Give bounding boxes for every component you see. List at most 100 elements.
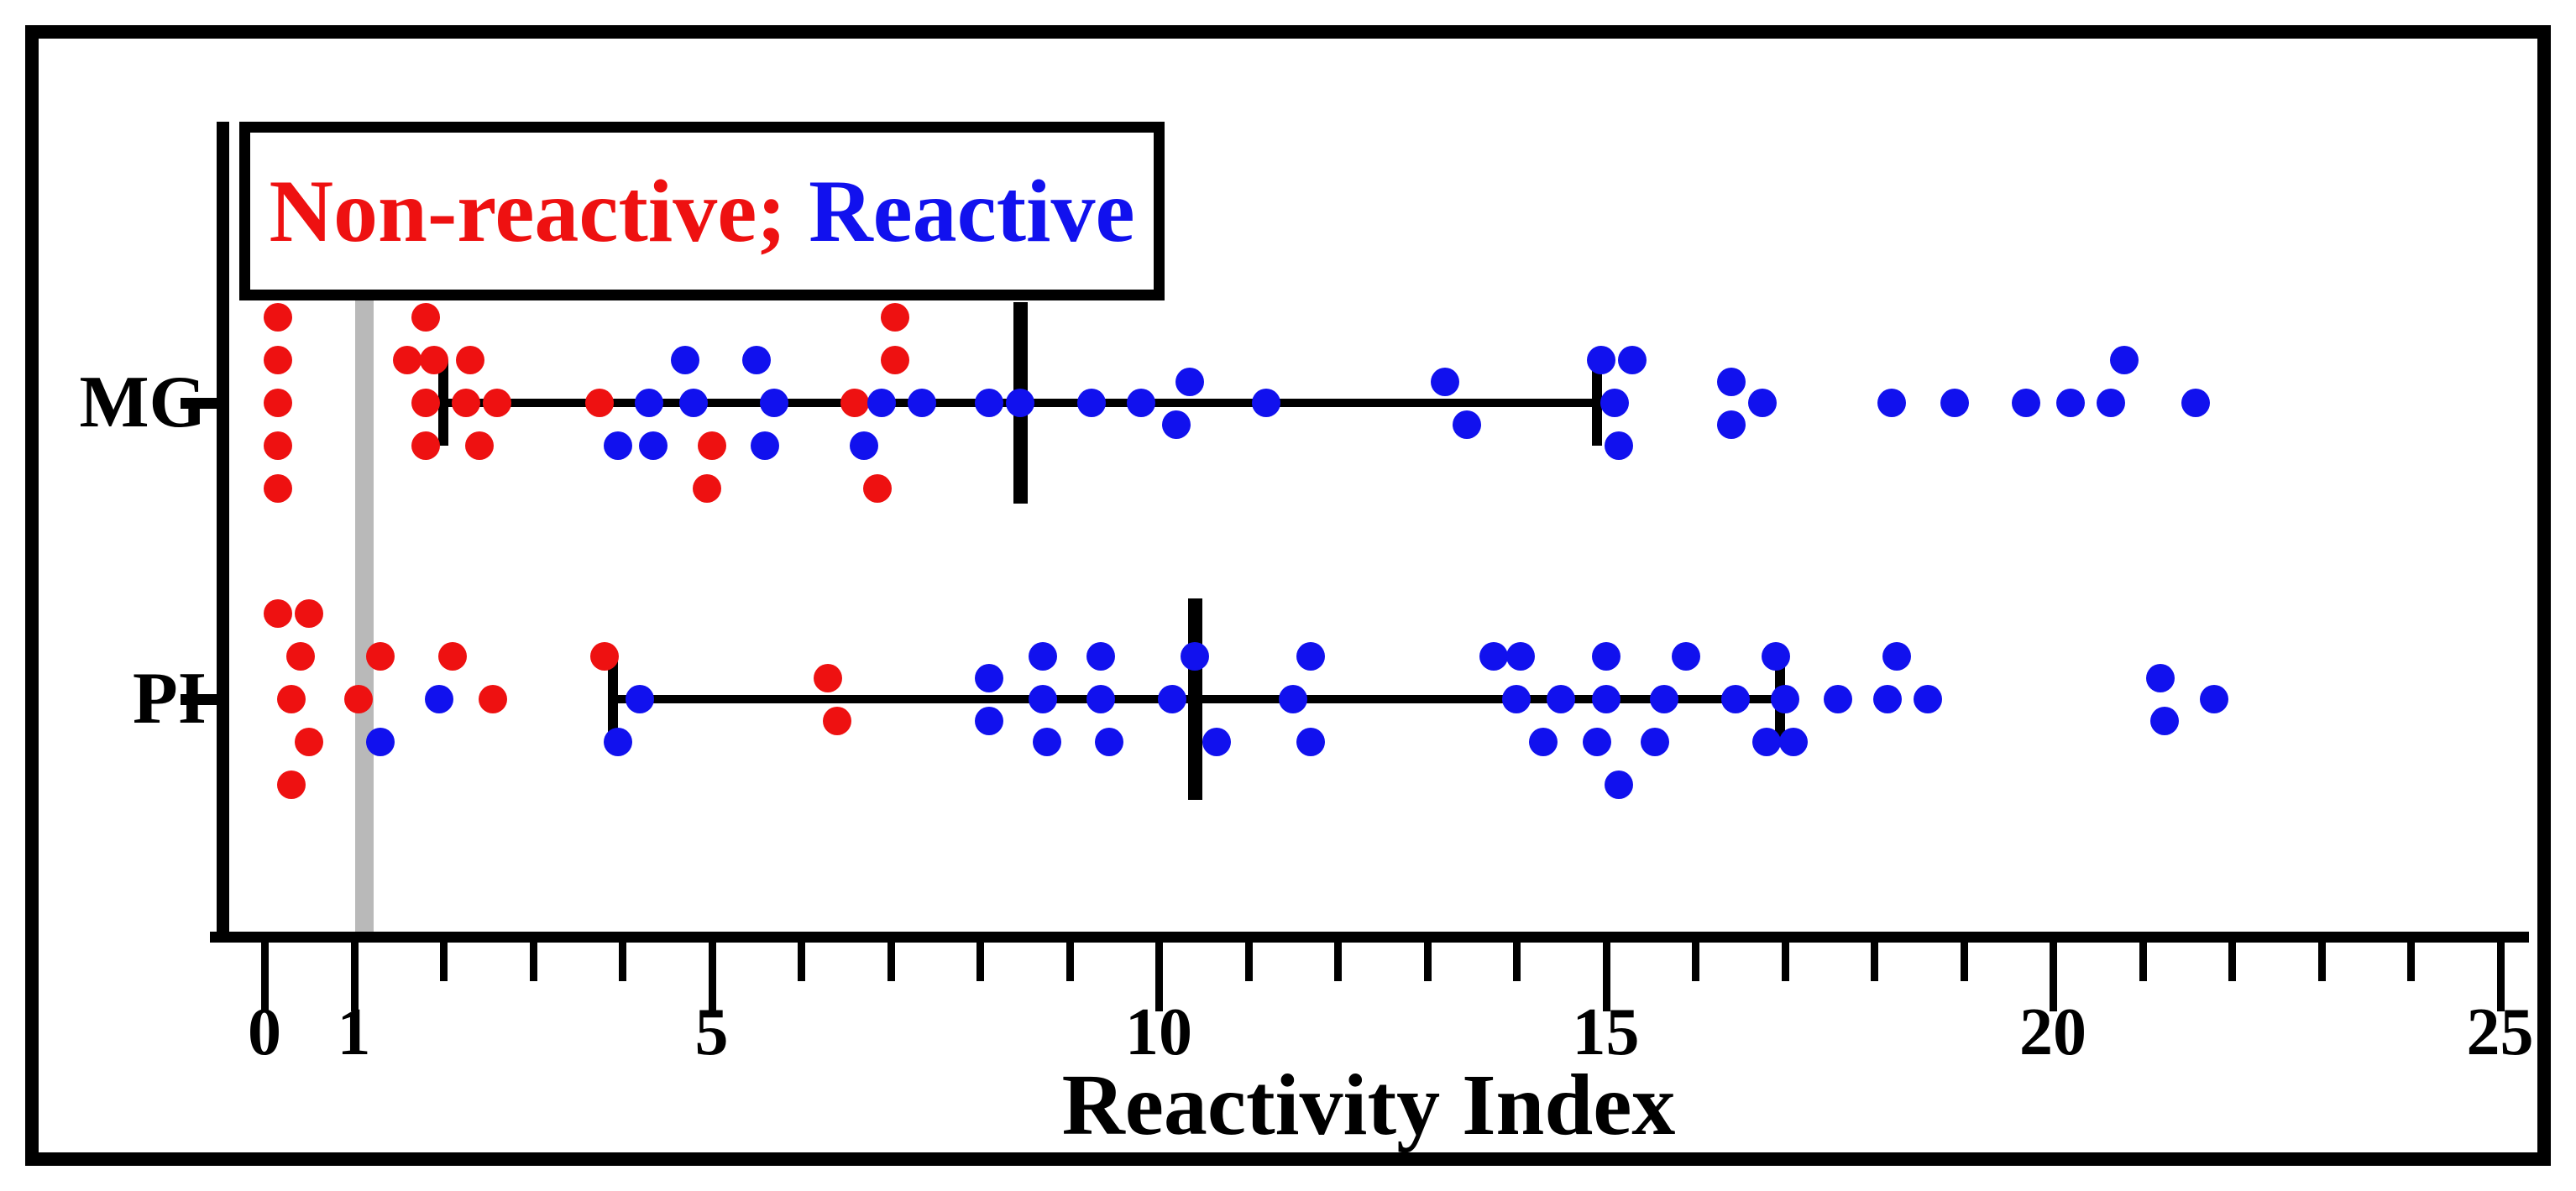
data-point xyxy=(1430,367,1459,396)
y-tick-pi xyxy=(181,694,217,705)
data-point xyxy=(420,346,449,374)
data-point xyxy=(880,303,909,332)
data-point xyxy=(263,389,292,417)
x-minor-tick xyxy=(1513,943,1521,981)
data-point xyxy=(1605,770,1634,799)
data-point xyxy=(1672,642,1701,671)
x-tick-label: 20 xyxy=(2019,995,2086,1069)
data-point xyxy=(1716,367,1746,396)
data-point xyxy=(2181,389,2211,417)
data-point xyxy=(670,346,699,374)
x-major-tick xyxy=(708,943,716,1011)
data-point xyxy=(1761,642,1790,671)
legend-separator xyxy=(787,167,809,256)
data-point xyxy=(603,728,632,756)
data-point xyxy=(1591,642,1620,671)
data-point xyxy=(455,346,484,374)
data-point xyxy=(1506,642,1536,671)
legend: Non-reactive; Reactive xyxy=(239,122,1165,300)
data-point xyxy=(1591,685,1620,713)
data-point xyxy=(1720,685,1750,713)
data-point xyxy=(1095,728,1124,756)
x-axis-line xyxy=(210,932,2529,943)
data-point xyxy=(1162,410,1191,439)
x-axis-title: Reactivity Index xyxy=(1061,1057,1676,1153)
data-point xyxy=(2097,389,2126,417)
data-point xyxy=(1913,685,1942,713)
data-point xyxy=(2056,389,2086,417)
data-point xyxy=(1824,685,1853,713)
data-point xyxy=(1077,389,1107,417)
data-point xyxy=(263,474,292,503)
data-point xyxy=(822,706,851,735)
data-point xyxy=(585,389,615,417)
data-point xyxy=(1251,389,1280,417)
data-point xyxy=(679,389,709,417)
x-minor-tick xyxy=(798,943,805,981)
x-minor-tick xyxy=(887,943,895,981)
x-tick-label: 1 xyxy=(337,995,371,1069)
x-major-tick xyxy=(261,943,269,1011)
data-point xyxy=(1175,367,1205,396)
data-point xyxy=(639,431,668,460)
data-point xyxy=(1747,389,1777,417)
data-point xyxy=(974,663,1003,692)
figure-border xyxy=(25,25,2551,1166)
y-axis-line xyxy=(217,122,229,943)
data-point xyxy=(2150,706,2180,735)
data-point xyxy=(907,389,936,417)
x-minor-tick xyxy=(1960,943,1968,981)
data-point xyxy=(1202,728,1232,756)
legend-item-reactive: Reactive xyxy=(809,161,1135,260)
data-point xyxy=(626,685,655,713)
data-point xyxy=(276,770,306,799)
x-tick-label: 25 xyxy=(2466,995,2534,1069)
data-point xyxy=(974,706,1003,735)
data-point xyxy=(1600,389,1630,417)
data-point xyxy=(295,728,324,756)
data-point xyxy=(1752,728,1782,756)
x-tick-label: 5 xyxy=(694,995,729,1069)
category-label-pi: PI xyxy=(133,658,207,739)
data-point xyxy=(1940,389,1969,417)
data-point xyxy=(840,389,869,417)
data-point xyxy=(343,685,373,713)
x-minor-tick xyxy=(1871,943,1878,981)
data-point xyxy=(263,303,292,332)
data-point xyxy=(1779,728,1809,756)
x-minor-tick xyxy=(2228,943,2236,981)
data-point xyxy=(1028,685,1057,713)
data-point xyxy=(760,389,789,417)
data-point xyxy=(589,642,619,671)
data-point xyxy=(411,431,440,460)
x-minor-tick xyxy=(1692,943,1699,981)
data-point xyxy=(451,389,480,417)
data-point xyxy=(1716,410,1746,439)
data-point xyxy=(974,389,1003,417)
data-point xyxy=(603,431,632,460)
data-point xyxy=(1453,410,1482,439)
data-point xyxy=(366,642,395,671)
x-major-tick xyxy=(1155,943,1163,1011)
data-point xyxy=(1028,642,1057,671)
data-point xyxy=(1882,642,1911,671)
data-point xyxy=(741,346,771,374)
x-minor-tick xyxy=(440,943,448,981)
data-point xyxy=(849,431,878,460)
data-point xyxy=(697,431,726,460)
data-point xyxy=(1296,728,1326,756)
data-point xyxy=(366,728,395,756)
data-point xyxy=(295,599,324,628)
data-point xyxy=(1296,642,1326,671)
x-major-tick xyxy=(350,943,359,1011)
x-major-tick xyxy=(2050,943,2057,1011)
x-minor-tick xyxy=(1781,943,1789,981)
data-point xyxy=(1126,389,1155,417)
data-point xyxy=(2145,663,2175,692)
data-point xyxy=(1086,642,1115,671)
data-point xyxy=(1479,642,1509,671)
data-point xyxy=(464,431,494,460)
x-minor-tick xyxy=(619,943,626,981)
data-point xyxy=(1180,642,1209,671)
